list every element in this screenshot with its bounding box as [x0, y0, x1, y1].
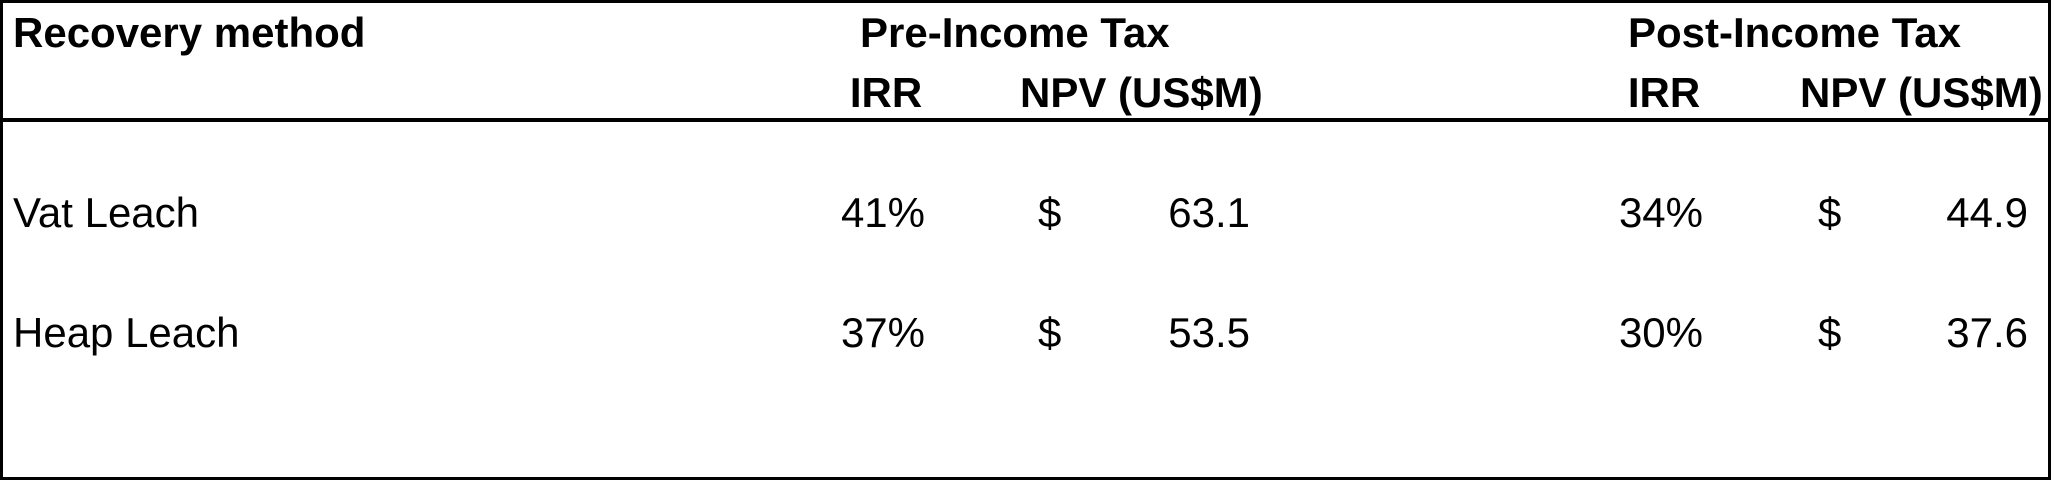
row-pre-npv: 53.5: [1168, 309, 1250, 356]
header-pre-npv: NPV (US$M): [1020, 69, 1263, 116]
row-post-currency: $: [1818, 309, 1842, 356]
header-divider: [0, 118, 2051, 122]
row-pre-irr: 37%: [840, 309, 925, 356]
row-post-irr: 30%: [1618, 309, 1703, 356]
row-post-currency: $: [1818, 189, 1842, 236]
row-post-irr: 34%: [1618, 189, 1703, 236]
row-pre-currency: $: [1038, 189, 1062, 236]
header-pre-irr: IRR: [849, 69, 923, 116]
header-recovery-method: Recovery method: [13, 9, 366, 56]
row-pre-currency: $: [1038, 309, 1062, 356]
row-post-npv: 44.9: [1946, 189, 2028, 236]
header-post-income-tax: Post-Income Tax: [1628, 9, 1961, 56]
row-method-vat-leach: Vat Leach: [13, 189, 200, 236]
row-method-heap-leach: Heap Leach: [13, 309, 240, 356]
row-pre-npv: 63.1: [1168, 189, 1250, 236]
header-post-irr: IRR: [1627, 69, 1701, 116]
header-pre-income-tax: Pre-Income Tax: [860, 9, 1170, 56]
row-pre-irr: 41%: [840, 189, 925, 236]
header-post-npv: NPV (US$M): [1800, 69, 2043, 116]
row-post-npv: 37.6: [1946, 309, 2028, 356]
